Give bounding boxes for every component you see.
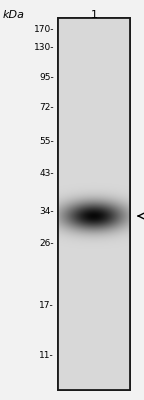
Text: 55-: 55- bbox=[39, 138, 54, 146]
Text: 34-: 34- bbox=[39, 208, 54, 216]
Bar bbox=[58, 18, 130, 390]
Text: kDa: kDa bbox=[3, 10, 25, 20]
Text: 130-: 130- bbox=[34, 44, 54, 52]
Text: 17-: 17- bbox=[39, 302, 54, 310]
Text: 170-: 170- bbox=[34, 26, 54, 34]
Bar bbox=[58, 18, 130, 390]
Text: 1: 1 bbox=[90, 10, 97, 20]
Text: 95-: 95- bbox=[39, 74, 54, 82]
Text: 43-: 43- bbox=[39, 170, 54, 178]
Text: 72-: 72- bbox=[39, 104, 54, 112]
Text: 11-: 11- bbox=[39, 352, 54, 360]
Text: 26-: 26- bbox=[39, 240, 54, 248]
